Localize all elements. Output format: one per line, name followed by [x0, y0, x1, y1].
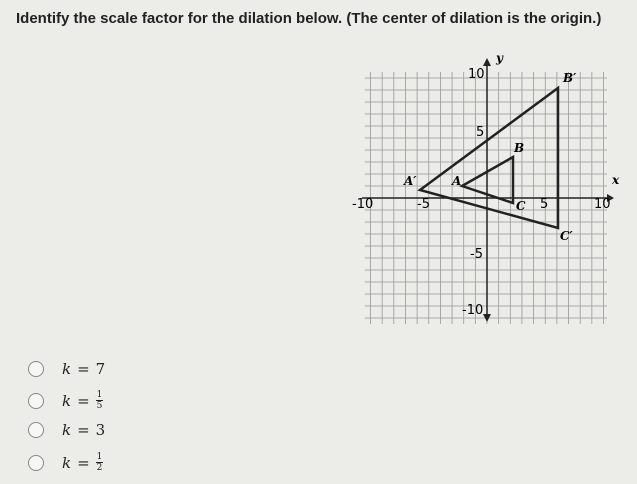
arrow [607, 194, 614, 202]
tick-label: 5 [476, 125, 484, 140]
radio[interactable] [28, 422, 44, 438]
equals: = [77, 421, 90, 439]
numerator: 1 [95, 390, 104, 401]
choice[interactable]: k = 1 5 [28, 390, 104, 411]
variable: k [62, 360, 72, 378]
arrow [483, 58, 491, 66]
denominator: 5 [96, 401, 103, 411]
tick-label: -10 [352, 197, 373, 212]
equals: = [77, 360, 90, 378]
radio[interactable] [28, 392, 44, 409]
tick-label: -10 [462, 303, 483, 318]
arrow [483, 314, 491, 322]
numerator: 1 [95, 452, 104, 463]
equals: = [77, 453, 90, 472]
tick-label: 10 [468, 67, 485, 82]
radio[interactable] [28, 454, 44, 471]
image-triangle [417, 85, 560, 230]
point-label: B′ [562, 71, 577, 85]
point-label: B [513, 141, 524, 155]
axis-label: x [611, 173, 620, 187]
axis-label: y [495, 51, 504, 65]
denominator: 2 [96, 463, 103, 473]
point-label: A′ [403, 174, 417, 188]
value: 7 [95, 360, 106, 378]
choice[interactable]: k = 3 [28, 421, 105, 439]
preimage-triangle [458, 154, 515, 205]
tick-label: 10 [594, 197, 611, 212]
equals: = [77, 391, 90, 410]
point-label: A [451, 174, 461, 188]
tick-label: -5 [470, 247, 483, 262]
tick-label: -5 [417, 197, 430, 212]
choice[interactable]: k = 7 [28, 360, 105, 378]
radio[interactable] [28, 361, 44, 377]
point-label: C [516, 199, 526, 213]
question: Identify the scale factor for the dilati… [16, 10, 602, 27]
value: 3 [95, 421, 106, 439]
variable: k [62, 391, 72, 410]
choice[interactable]: k = 1 2 [28, 452, 104, 473]
variable: k [62, 453, 72, 472]
variable: k [62, 421, 72, 439]
point-label: C′ [560, 229, 574, 243]
tick-label: 5 [540, 197, 548, 212]
